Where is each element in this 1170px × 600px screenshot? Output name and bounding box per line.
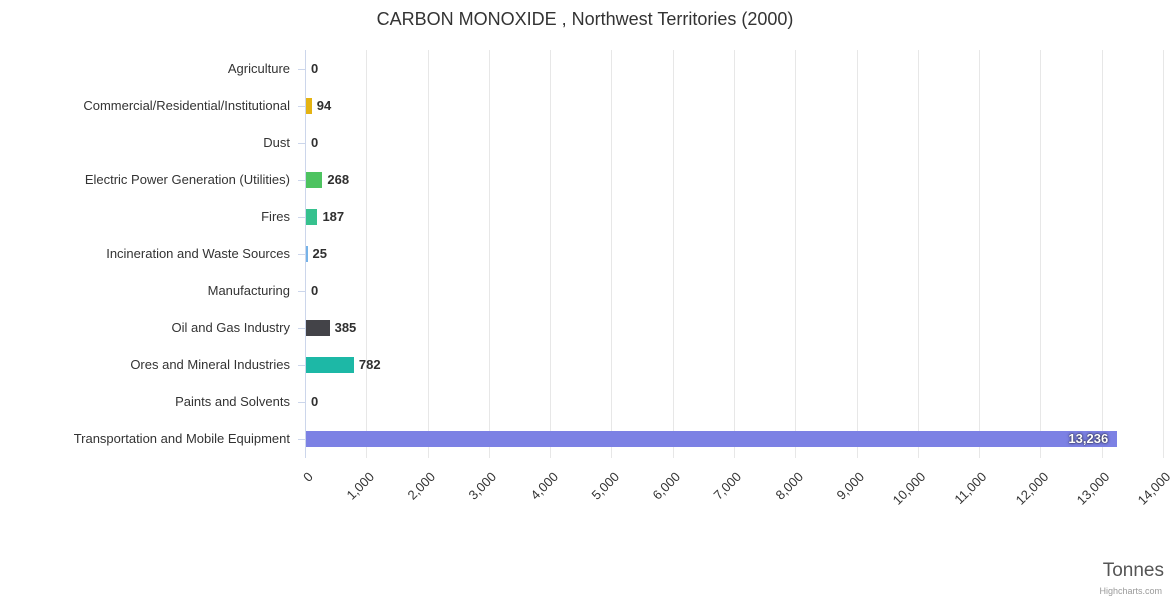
bar[interactable]	[306, 171, 323, 188]
value-label: 94	[316, 97, 332, 113]
bar[interactable]	[306, 320, 330, 337]
category-label: Agriculture	[227, 60, 290, 76]
category-axis-tick	[298, 216, 305, 218]
category-label: Incineration and Waste Sources	[106, 246, 290, 261]
gridline	[856, 50, 858, 458]
gridline	[1163, 50, 1164, 458]
category-axis-line	[305, 50, 306, 458]
gridline	[917, 50, 919, 458]
value-label: 0	[311, 394, 319, 410]
value-label: 782	[358, 357, 381, 373]
category-axis-tick	[298, 142, 305, 144]
gridline	[795, 50, 797, 458]
x-axis-title: Tonnes	[1102, 560, 1164, 581]
plot-area	[305, 50, 1164, 458]
bar[interactable]	[306, 246, 308, 262]
category-axis-tick	[298, 439, 305, 441]
category-axis-tick	[298, 254, 305, 255]
category-axis-tick	[298, 68, 305, 70]
category-label: Ores and Mineral Industries	[130, 357, 290, 373]
value-label: 13,236	[1068, 431, 1109, 447]
category-label: Oil and Gas Industry	[171, 320, 291, 336]
credits-link[interactable]: Highcharts.com	[1099, 586, 1162, 596]
gridline	[366, 50, 368, 458]
x-tick-label: 14,000	[1043, 468, 1170, 508]
category-label: Fires	[261, 208, 290, 224]
gridline	[1040, 50, 1042, 458]
category-label: Transportation and Mobile Equipment	[73, 431, 290, 447]
value-label: 385	[334, 320, 357, 336]
category-label: Dust	[263, 134, 290, 150]
value-label: 187	[322, 208, 345, 224]
gridline	[488, 50, 490, 458]
bar[interactable]	[306, 357, 354, 374]
gridline	[427, 50, 429, 458]
category-axis-tick	[298, 291, 305, 293]
category-axis-tick	[298, 402, 305, 404]
bar[interactable]	[306, 97, 312, 114]
category-label: Manufacturing	[207, 283, 290, 299]
category-axis-tick	[298, 365, 305, 367]
gridline	[979, 50, 981, 458]
category-label: Electric Power Generation (Utilities)	[84, 171, 290, 187]
category-axis-tick	[298, 105, 305, 107]
bar[interactable]	[306, 431, 1118, 448]
value-label: 0	[311, 283, 319, 299]
category-label: Paints and Solvents	[175, 394, 290, 410]
value-label: 25	[312, 246, 327, 261]
category-axis-tick	[298, 179, 305, 181]
category-axis-tick	[298, 328, 305, 330]
x-tick-label-text: 14,000	[1134, 469, 1170, 508]
gridline	[672, 50, 674, 458]
gridline	[611, 50, 613, 458]
value-label: 0	[311, 60, 319, 76]
bar[interactable]	[306, 208, 318, 225]
gridline	[734, 50, 735, 458]
gridline	[550, 50, 552, 458]
value-label: 268	[327, 171, 350, 187]
value-label: 0	[311, 134, 319, 150]
category-label: Commercial/Residential/Institutional	[83, 97, 290, 113]
gridline	[1101, 50, 1103, 458]
chart-title: CARBON MONOXIDE , Northwest Territories …	[376, 9, 794, 29]
